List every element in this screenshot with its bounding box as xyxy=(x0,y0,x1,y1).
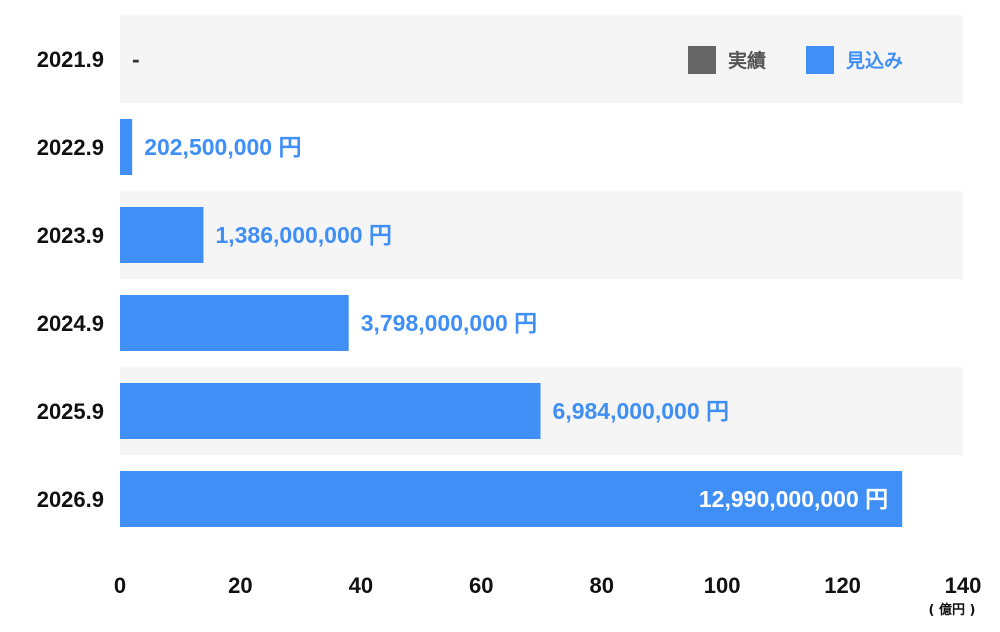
category-label: 2026.9 xyxy=(37,487,104,512)
x-tick-label: 60 xyxy=(469,573,493,598)
legend-label: 実績 xyxy=(728,49,766,72)
x-tick-label: 120 xyxy=(824,573,861,598)
row-bands xyxy=(120,15,963,543)
data-label: - xyxy=(132,46,140,72)
category-label: 2024.9 xyxy=(37,311,104,336)
x-axis-ticks: 0 20 40 60 80 100 120 140 xyxy=(114,573,981,598)
category-label: 2025.9 xyxy=(37,399,104,424)
data-label: 12,990,000,000 円 xyxy=(699,486,888,512)
bars xyxy=(120,119,903,527)
category-labels: 2021.9 2022.9 2023.9 2024.9 2025.9 2026.9 xyxy=(37,47,104,512)
bar xyxy=(120,471,903,527)
bar xyxy=(120,295,349,351)
category-label: 2022.9 xyxy=(37,135,104,160)
x-tick-label: 20 xyxy=(228,573,252,598)
x-tick-label: 80 xyxy=(589,573,613,598)
row-band xyxy=(120,15,963,103)
x-tick-label: 40 xyxy=(349,573,373,598)
data-label: 1,386,000,000 円 xyxy=(215,222,391,248)
legend-label: 見込み xyxy=(846,50,903,72)
x-tick-label: 100 xyxy=(704,573,741,598)
bar xyxy=(120,207,204,263)
x-tick-label: 0 xyxy=(114,573,126,598)
data-labels: - 202,500,000 円 1,386,000,000 円 3,798,000,0… xyxy=(132,46,888,512)
data-label: 6,984,000,000 円 xyxy=(553,398,729,424)
row-band xyxy=(120,103,963,191)
row-band xyxy=(120,191,963,279)
legend-swatch xyxy=(806,46,834,74)
bar xyxy=(120,383,541,439)
data-label: 3,798,000,000 円 xyxy=(361,310,537,336)
category-label: 2021.9 xyxy=(37,47,104,72)
legend: 実績 見込み xyxy=(688,46,903,74)
x-axis-unit: ( 億円 ) xyxy=(929,602,976,618)
x-tick-label: 140 xyxy=(945,573,982,598)
data-label: 202,500,000 円 xyxy=(144,134,301,160)
legend-swatch xyxy=(688,46,716,74)
category-label: 2023.9 xyxy=(37,223,104,248)
bar xyxy=(120,119,133,175)
